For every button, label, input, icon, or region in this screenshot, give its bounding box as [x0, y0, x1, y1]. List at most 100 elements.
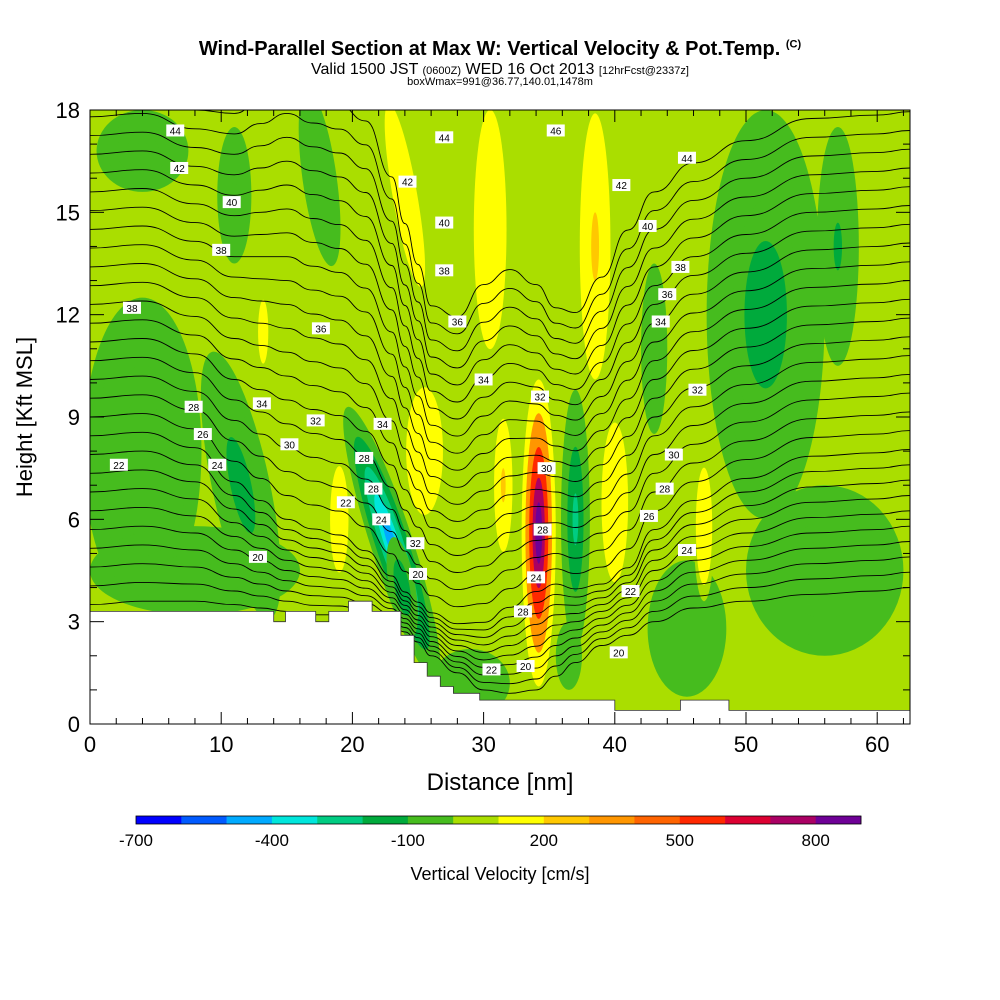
colorbar-tick-label-1: -400: [255, 831, 289, 850]
contour-label-36: 30: [537, 462, 556, 475]
contour-label-text: 24: [212, 461, 224, 472]
contour-label-box: [311, 322, 330, 335]
velocity-feature-18-level-4: [611, 481, 619, 523]
contour-label-box: [184, 400, 203, 413]
contour-label-box: [406, 537, 425, 550]
contour-label-31: 28: [364, 482, 383, 496]
contour-label-4: 38: [122, 301, 141, 315]
contour-label-text: 30: [668, 451, 680, 462]
contour-label-text: 40: [439, 219, 451, 230]
contour-label-box: [208, 458, 227, 471]
colorbar-swatch-10: [589, 816, 635, 824]
colorbar-tick-label-0: -700: [119, 831, 153, 850]
colorbar-swatch-7: [453, 816, 499, 824]
contour-label-text: 44: [170, 126, 182, 137]
theta-contour-38: [90, 263, 910, 471]
contour-label-27: 22: [336, 496, 355, 509]
colorbar-frame: [135, 815, 862, 825]
contour-label-box: [166, 124, 185, 137]
theta-contour-43: [90, 169, 910, 386]
x-tick-label-40: 40: [603, 732, 627, 757]
contour-label-box: [193, 428, 212, 441]
theta-contour-44: [90, 150, 910, 369]
velocity-feature-16-level-4: [572, 493, 579, 546]
colorbar-tick-label-5: 800: [802, 831, 830, 850]
contour-label-37: 28: [533, 523, 552, 537]
contour-label-box: [516, 660, 535, 673]
velocity-feature-22-level-4: [808, 553, 841, 588]
y-tick-label-18: 18: [56, 98, 80, 123]
theta-contour-28: [90, 450, 910, 631]
contour-label-text: 22: [113, 461, 125, 472]
contour-label-box: [546, 124, 565, 137]
colorbar-swatch-8: [498, 816, 545, 824]
velocity-feature-19-level-4: [651, 331, 657, 366]
contour-label-text: 30: [284, 440, 296, 451]
velocity-feature-7-level-4: [399, 577, 406, 598]
contour-label-32: 24: [372, 513, 391, 526]
y-tick-label-6: 6: [68, 507, 80, 532]
contour-label-28: 20: [248, 550, 267, 564]
theta-contour-46: [90, 112, 910, 335]
x-axis-label: Distance [nm]: [427, 769, 574, 796]
contour-label-44: 26: [639, 509, 658, 523]
theta-contour-22: [90, 556, 910, 676]
colorbar-swatch-2: [226, 816, 273, 824]
contour-label-text: 38: [216, 246, 228, 257]
theta-contour-37: [90, 281, 910, 488]
theta-contour-32: [90, 375, 910, 573]
contour-label-8: 42: [398, 175, 417, 189]
chart-title: Wind-Parallel Section at Max W: Vertical…: [0, 38, 1000, 61]
contour-label-13: 44: [677, 151, 696, 165]
velocity-feature-2-level-4: [173, 561, 216, 580]
x-tick-label-10: 10: [209, 732, 233, 757]
contour-label-box: [688, 383, 707, 396]
theta-contour-20: [90, 587, 910, 694]
contour-label-box: [398, 175, 417, 188]
theta-contours: [90, 110, 910, 694]
contour-label-box: [527, 571, 546, 584]
contour-label-box: [222, 196, 241, 209]
theta-contour-29: [90, 431, 910, 625]
x-tick-label-60: 60: [865, 732, 889, 757]
contour-label-text: 32: [310, 416, 322, 427]
contour-label-text: 36: [315, 324, 327, 335]
terrain-mask: [90, 601, 910, 724]
contour-label-box: [513, 605, 532, 618]
contour-label-box: [448, 315, 467, 328]
colorbar: -700 -400 -100 200 500 800: [119, 815, 862, 850]
contour-label-text: 28: [188, 403, 200, 414]
contour-label-text: 32: [534, 393, 546, 404]
contour-label-box: [651, 315, 670, 328]
velocity-feature-23-level-4: [679, 614, 695, 643]
contour-label-text: 20: [613, 648, 625, 659]
contour-label-box: [537, 462, 556, 475]
colorbar-tick-label-2: -100: [391, 831, 425, 850]
contour-label-text: 36: [452, 317, 464, 328]
colorbar-swatch-4: [317, 816, 363, 824]
contour-label-17: 36: [658, 288, 677, 301]
contour-label-box: [655, 482, 674, 495]
colorbar-swatch-0: [136, 816, 182, 824]
contour-label-box: [252, 397, 271, 410]
contour-label-box: [372, 513, 391, 526]
contour-label-text: 34: [256, 399, 268, 410]
contour-label-box: [435, 131, 454, 144]
contour-label-text: 38: [675, 263, 687, 274]
contour-label-box: [373, 417, 392, 430]
contour-label-text: 34: [478, 375, 490, 386]
contour-label-text: 44: [439, 133, 451, 144]
chart-title-tag: (C): [785, 38, 802, 51]
colorbar-swatch-13: [725, 816, 771, 824]
forecast-info: [12hrFcst@2337z]: [598, 65, 689, 77]
colorbar-tick-label-3: 200: [530, 831, 558, 850]
contour-label-text: 40: [642, 222, 654, 233]
contour-label-text: 24: [531, 573, 543, 584]
theta-contour-41: [90, 206, 910, 420]
colorbar-swatch-6: [407, 816, 454, 824]
contour-label-box: [122, 301, 141, 314]
contour-label-box: [212, 243, 231, 256]
colorbar-swatch-11: [634, 816, 681, 824]
contour-label-text: 46: [550, 126, 562, 137]
contour-label-text: 28: [659, 485, 671, 496]
